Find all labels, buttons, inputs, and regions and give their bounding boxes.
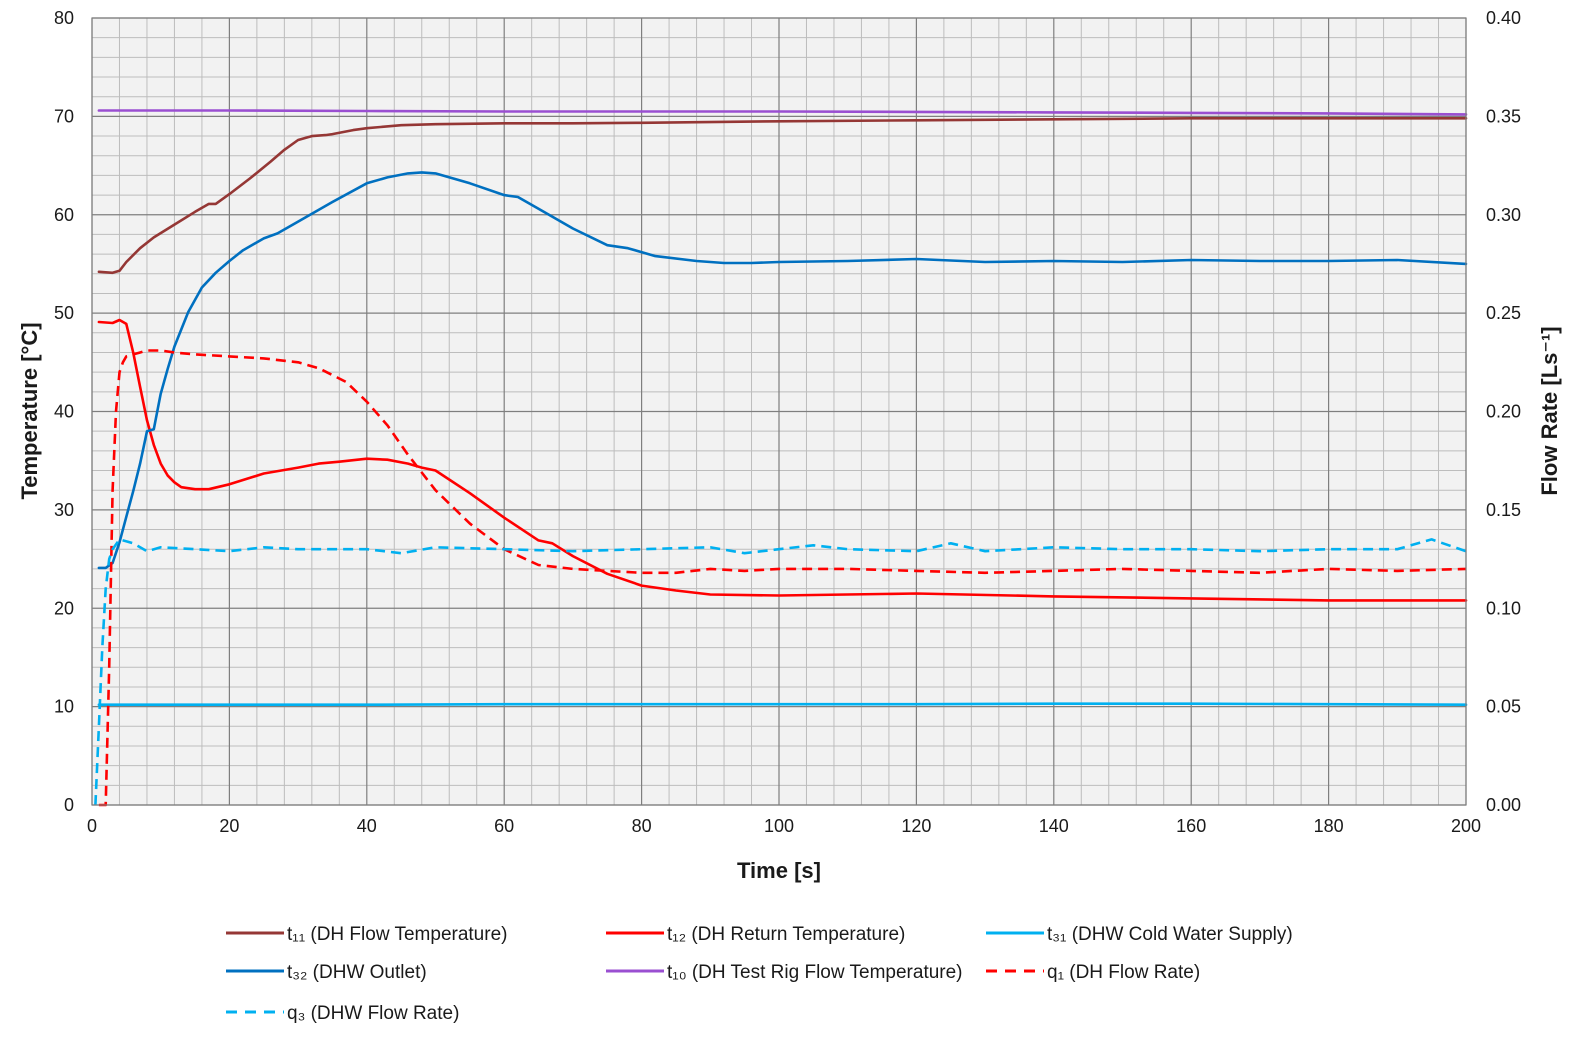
legend-label: t₁₂ (DH Return Temperature) — [667, 924, 905, 945]
x-tick-label: 200 — [1451, 816, 1481, 836]
y2-tick-label: 0.30 — [1486, 205, 1521, 225]
x-tick-label: 0 — [87, 816, 97, 836]
y-tick-label: 40 — [54, 402, 74, 422]
x-tick-label: 20 — [219, 816, 239, 836]
y-tick-label: 70 — [54, 106, 74, 126]
y2-tick-label: 0.05 — [1486, 697, 1521, 717]
y-axis-title: Temperature [°C] — [17, 322, 42, 499]
y-tick-labels: 0 10 20 30 40 50 60 70 80 — [54, 8, 74, 815]
y2-tick-label: 0.25 — [1486, 303, 1521, 323]
series-line-5 — [97, 109, 1468, 116]
x-tick-label: 60 — [494, 816, 514, 836]
legend-label: q₃ (DHW Flow Rate) — [287, 1003, 459, 1024]
y2-tick-label: 0.20 — [1486, 402, 1521, 422]
y-tick-label: 50 — [54, 303, 74, 323]
x-tick-label: 100 — [764, 816, 794, 836]
x-axis-title: Time [s] — [737, 858, 821, 883]
legend-label: t₃₂ (DHW Outlet) — [287, 962, 427, 983]
y-tick-label: 80 — [54, 8, 74, 28]
legend-label: q₁ (DH Flow Rate) — [1047, 962, 1200, 983]
y-tick-label: 10 — [54, 697, 74, 717]
legend-label: t₃₁ (DHW Cold Water Supply) — [1047, 924, 1293, 945]
y-tick-label: 20 — [54, 598, 74, 618]
series-line-1 — [97, 117, 1468, 275]
y-tick-label: 0 — [64, 795, 74, 815]
y2-tick-label: 0.15 — [1486, 500, 1521, 520]
series-line-6 — [98, 349, 1467, 807]
x-tick-label: 140 — [1039, 816, 1069, 836]
y2-tick-label: 0.35 — [1486, 106, 1521, 126]
x-tick-label: 180 — [1314, 816, 1344, 836]
y2-axis-title: Flow Rate [Ls⁻¹] — [1537, 326, 1562, 495]
series-layer — [94, 109, 1468, 807]
series-line-3 — [97, 702, 1468, 707]
y2-tick-labels: 0.00 0.05 0.10 0.15 0.20 0.25 0.30 0.35 0.40 — [1486, 8, 1521, 815]
x-tick-label: 160 — [1176, 816, 1206, 836]
series-line-4 — [97, 171, 1468, 570]
y2-tick-label: 0.10 — [1486, 598, 1521, 618]
series-line-7 — [94, 538, 1467, 806]
y2-tick-label: 0.00 — [1486, 795, 1521, 815]
x-tick-label: 120 — [901, 816, 931, 836]
legend: t₁₁ (DH Flow Temperature) t₁₂ (DH Return … — [226, 924, 1293, 1024]
series-line-2 — [97, 318, 1468, 602]
x-tick-label: 40 — [357, 816, 377, 836]
x-tick-labels: 0 20 40 60 80 100 120 140 160 180 200 — [87, 816, 1481, 836]
legend-label: t₁₁ (DH Flow Temperature) — [287, 924, 507, 945]
legend-label: t₁₀ (DH Test Rig Flow Temperature) — [667, 962, 963, 983]
y-tick-label: 60 — [54, 205, 74, 225]
y2-tick-label: 0.40 — [1486, 8, 1521, 28]
x-tick-label: 80 — [632, 816, 652, 836]
y-tick-label: 30 — [54, 500, 74, 520]
plot-border — [91, 17, 1467, 806]
